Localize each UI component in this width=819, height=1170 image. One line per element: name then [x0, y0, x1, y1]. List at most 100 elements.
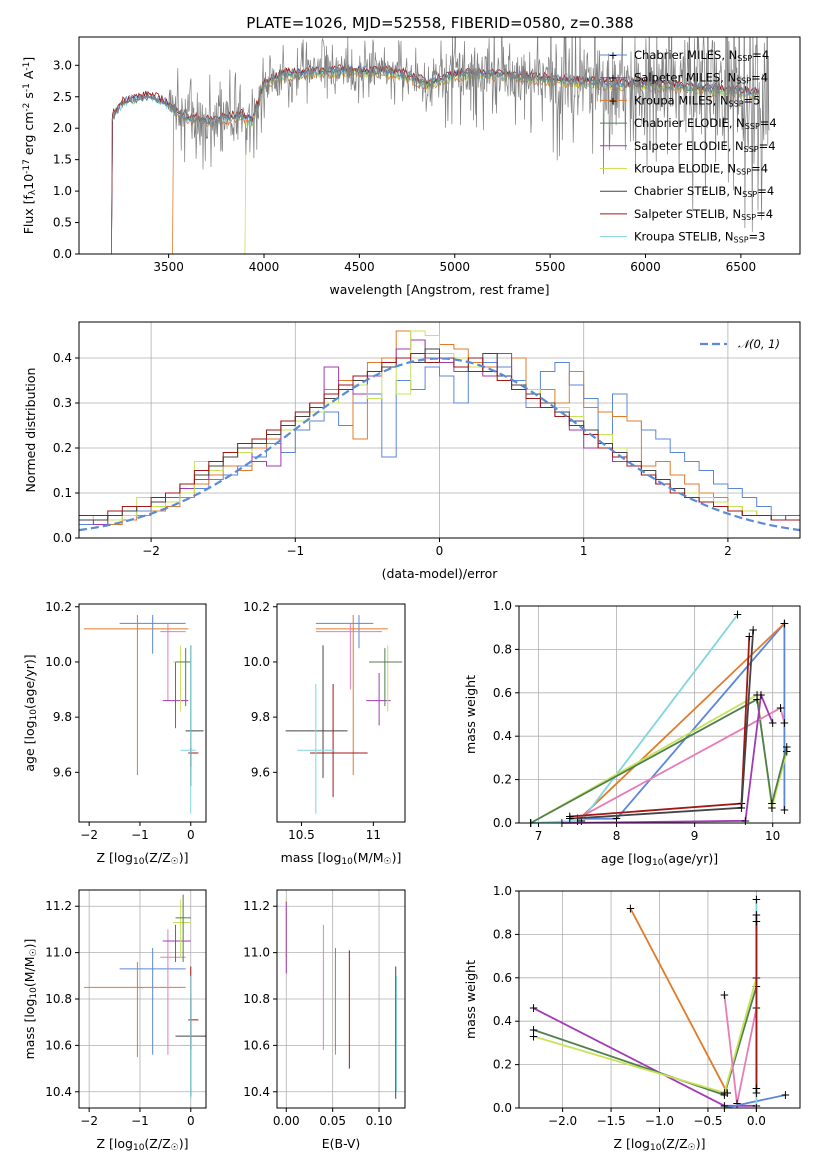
y-tick-label: 0.4	[493, 729, 512, 743]
legend-label: Chabrier STELIB, NSSP=4	[634, 184, 774, 199]
weight-point-marker: +	[751, 893, 761, 907]
histogram-step-line	[79, 348, 800, 521]
y-tick-label: 0.2	[53, 441, 72, 455]
weight-line	[577, 706, 786, 820]
legend-label: Chabrier ELODIE, NSSP=4	[634, 116, 777, 131]
weight-line	[629, 907, 729, 1094]
legend-label: Kroupa ELODIE, NSSP=4	[634, 162, 768, 177]
axes-frame	[78, 603, 207, 823]
weight-line	[533, 986, 758, 1097]
x-tick-label: 2	[724, 544, 732, 558]
y-tick-label: 10.8	[243, 992, 270, 1006]
x-tick-label: 0.05	[319, 1114, 346, 1128]
y-tick-label: 10.0	[45, 655, 72, 669]
x-tick-label: −1.0	[645, 1114, 674, 1128]
x-tick-label: −2.0	[548, 1114, 577, 1128]
y-tick-label: 0.1	[53, 486, 72, 500]
y-tick-label: 0.8	[493, 927, 512, 941]
weight-point-marker: +	[529, 1029, 539, 1043]
weight-point-marker: +	[748, 623, 758, 637]
y-tick-label: 9.6	[251, 765, 270, 779]
weight-point-marker: +	[779, 716, 789, 730]
y-tick-label: 0.3	[53, 396, 72, 410]
weight-point-marker: +	[782, 740, 792, 754]
weight-point-marker: +	[779, 616, 789, 630]
mass-age-panel: 10.5 11 9.6 9.8 10.0 10.2 mass [log10(M/M☉)]	[243, 600, 406, 867]
weight-point-marker: +	[780, 1088, 790, 1102]
y-tick-label: 1.5	[53, 153, 72, 167]
x-tick-label: 5000	[439, 260, 470, 274]
y-tick-label: 10.2	[243, 600, 270, 614]
legend-label: Kroupa MILES, NSSP=5	[634, 93, 760, 108]
axes-frame	[276, 603, 406, 823]
weight-line	[530, 697, 788, 824]
weight-point-marker: +	[751, 1081, 761, 1095]
weight-point-marker: +	[751, 1086, 761, 1100]
weight-point-marker: +	[756, 688, 766, 702]
weight-point-marker: +	[565, 812, 575, 826]
y-tick-label: 11.2	[243, 899, 270, 913]
y-tick-label: 0.0	[53, 531, 72, 545]
x-tick-label: 0	[187, 1114, 195, 1128]
weight-point-marker: +	[779, 803, 789, 817]
x-axis-label: mass [log10(M/M☉)]	[281, 850, 402, 867]
x-axis-label: Z [log10(Z/Z☉)]	[97, 1136, 189, 1153]
x-tick-label: −2	[142, 544, 160, 558]
x-tick-label: 6500	[726, 260, 757, 274]
x-axis-label: Z [log10(Z/Z☉)]	[614, 1136, 706, 1153]
weight-point-marker: +	[529, 1023, 539, 1037]
x-axis-label: E(B-V)	[322, 1136, 361, 1151]
x-axis-label: (data-model)/error	[382, 566, 499, 581]
x-tick-label: 9	[691, 829, 699, 843]
weight-point-marker: +	[782, 744, 792, 758]
x-tick-label: 0.10	[366, 1114, 393, 1128]
y-tick-label: 0.0	[493, 1101, 512, 1115]
x-tick-label: 5500	[535, 260, 566, 274]
y-tick-label: 0.4	[53, 351, 72, 365]
y-tick-label: 1.0	[493, 884, 512, 898]
y-tick-label: 9.6	[53, 765, 72, 779]
weight-point-marker: +	[768, 716, 778, 730]
weight-point-marker: +	[767, 801, 777, 815]
weight-point-marker: +	[736, 801, 746, 815]
weight-line	[533, 977, 758, 1094]
x-tick-label: 10	[765, 829, 780, 843]
ebv-mass-panel: 0.00 0.05 0.10 10.4 10.6 10.8 11.0 11.2 E(B-V)	[243, 889, 406, 1151]
weight-line	[533, 1007, 757, 1107]
weight-line	[569, 629, 755, 820]
x-tick-label: −1.5	[596, 1114, 625, 1128]
legend-marker: +	[608, 94, 617, 107]
observed-spectrum-line	[111, 37, 770, 254]
weight-point-marker: +	[719, 1099, 729, 1113]
x-axis-label: wavelength [Angstrom, rest frame]	[329, 282, 549, 297]
y-tick-label: 10.2	[45, 600, 72, 614]
weight-point-marker: +	[722, 1086, 732, 1100]
x-tick-label: −1	[131, 828, 149, 842]
x-tick-label: 0.00	[273, 1114, 300, 1128]
y-tick-label: 0.0	[53, 247, 72, 261]
x-tick-label: −2	[80, 828, 98, 842]
weight-point-marker: +	[744, 629, 754, 643]
weight-point-marker: +	[719, 1088, 729, 1102]
spectrum-legend: + Chabrier MILES, NSSP=4 + Salpeter MILES, …	[600, 48, 777, 245]
y-tick-label: 2.5	[53, 90, 72, 104]
y-tick-label: 0.2	[493, 1058, 512, 1072]
weight-point-marker: +	[751, 908, 761, 922]
legend-label: Chabrier MILES, NSSP=4	[634, 48, 769, 63]
x-tick-label: 4500	[344, 260, 375, 274]
y-axis-label: Flux [fλ10-17 erg cm-2 s-1 A-1]	[21, 57, 38, 235]
y-tick-label: 10.4	[243, 1085, 270, 1099]
y-tick-label: 3.0	[53, 58, 72, 72]
weight-point-marker: +	[767, 796, 777, 810]
x-axis-label: Z [log10(Z/Z☉)]	[97, 850, 189, 867]
residual-panel: 𝒩(0, 1) −2 −1 0 1 2 0.0 0.1 0.2 0.3 0.4 (data-model…	[23, 321, 801, 581]
weight-line	[576, 622, 786, 822]
y-tick-label: 1.0	[493, 599, 512, 613]
y-axis-label: age [log10(age/yr)]	[22, 654, 39, 771]
x-tick-label: 1	[580, 544, 588, 558]
weight-point-marker: +	[740, 814, 750, 828]
weight-point-marker: +	[565, 809, 575, 823]
model-spectrum-line	[111, 65, 760, 254]
histogram-step-line	[79, 357, 800, 525]
